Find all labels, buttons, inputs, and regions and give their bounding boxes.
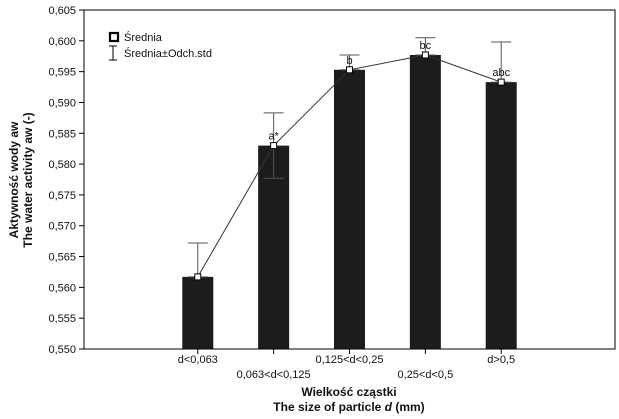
- y-tick-label: 0,600: [48, 36, 76, 48]
- mean-marker: [194, 273, 202, 281]
- bar: [409, 54, 441, 350]
- x-tick-label: 0,063<d<0,125: [237, 369, 311, 381]
- y-tick-label: 0,585: [48, 128, 76, 140]
- x-axis-title-var: d: [385, 400, 393, 414]
- error-bars: [187, 37, 512, 278]
- x-axis-title-line1: Wielkość cząstki: [301, 385, 396, 399]
- y-tick-label: 0,560: [48, 282, 76, 294]
- y-axis-ticks: 0,605 0,600 0,595 0,590 0,585 0,580 0,575 0,570…: [48, 5, 84, 356]
- x-tick-label: 0,25<d<0,5: [398, 369, 454, 381]
- x-axis-title-prefix: The size of particle: [273, 400, 384, 414]
- x-tick-label: d>0,5: [487, 354, 515, 366]
- bar-letter-label: abc: [492, 67, 510, 79]
- mean-marker: [270, 142, 278, 150]
- y-axis-title-line2: The water activity aw (-): [21, 112, 35, 247]
- y-tick-label: 0,570: [48, 221, 76, 233]
- bar: [334, 69, 365, 350]
- bar-letter-label: a*: [268, 131, 279, 143]
- bars: [182, 54, 517, 350]
- y-axis-title: Aktywność wody aw The water activity aw …: [7, 112, 35, 247]
- mean-marker: [346, 66, 353, 74]
- bar: [258, 145, 290, 349]
- x-axis-title-suffix: (mm): [392, 400, 425, 414]
- bar-letter-labels: a* b bc abc: [268, 40, 510, 143]
- y-tick-label: 0,555: [48, 313, 76, 325]
- bar-letter-label: bc: [420, 40, 432, 52]
- y-tick-label: 0,580: [48, 159, 76, 171]
- mean-markers: [194, 51, 505, 281]
- y-tick-label: 0,605: [48, 5, 76, 17]
- y-tick-label: 0,565: [48, 252, 76, 264]
- bar-letter-label: b: [346, 55, 352, 67]
- y-tick-label: 0,590: [48, 97, 76, 109]
- legend-mean-marker: [108, 31, 120, 43]
- bar: [485, 82, 517, 349]
- y-tick-label: 0,575: [48, 190, 76, 202]
- y-tick-label: 0,550: [48, 344, 76, 356]
- plot-frame: [83, 9, 616, 350]
- x-axis-title-line2: The size of particle d (mm): [273, 400, 424, 414]
- y-axis-title-line1: Aktywność wody aw: [7, 121, 21, 238]
- x-tick-label: 0,125<d<0,25: [316, 354, 384, 366]
- legend-mean-label: Średnia: [124, 31, 163, 44]
- mean-marker: [421, 51, 429, 59]
- mean-marker: [497, 78, 505, 86]
- y-tick-label: 0,595: [48, 67, 76, 79]
- legend-error-label: Średnia±Odch.std: [124, 47, 212, 60]
- x-tick-label: d<0,063: [178, 354, 218, 366]
- bar: [182, 276, 214, 349]
- x-axis-ticks: d<0,063 0,063<d<0,125 0,125<d<0,25 0,25<d<0…: [178, 349, 515, 381]
- legend: Średnia Średnia±Odch.std: [108, 31, 212, 61]
